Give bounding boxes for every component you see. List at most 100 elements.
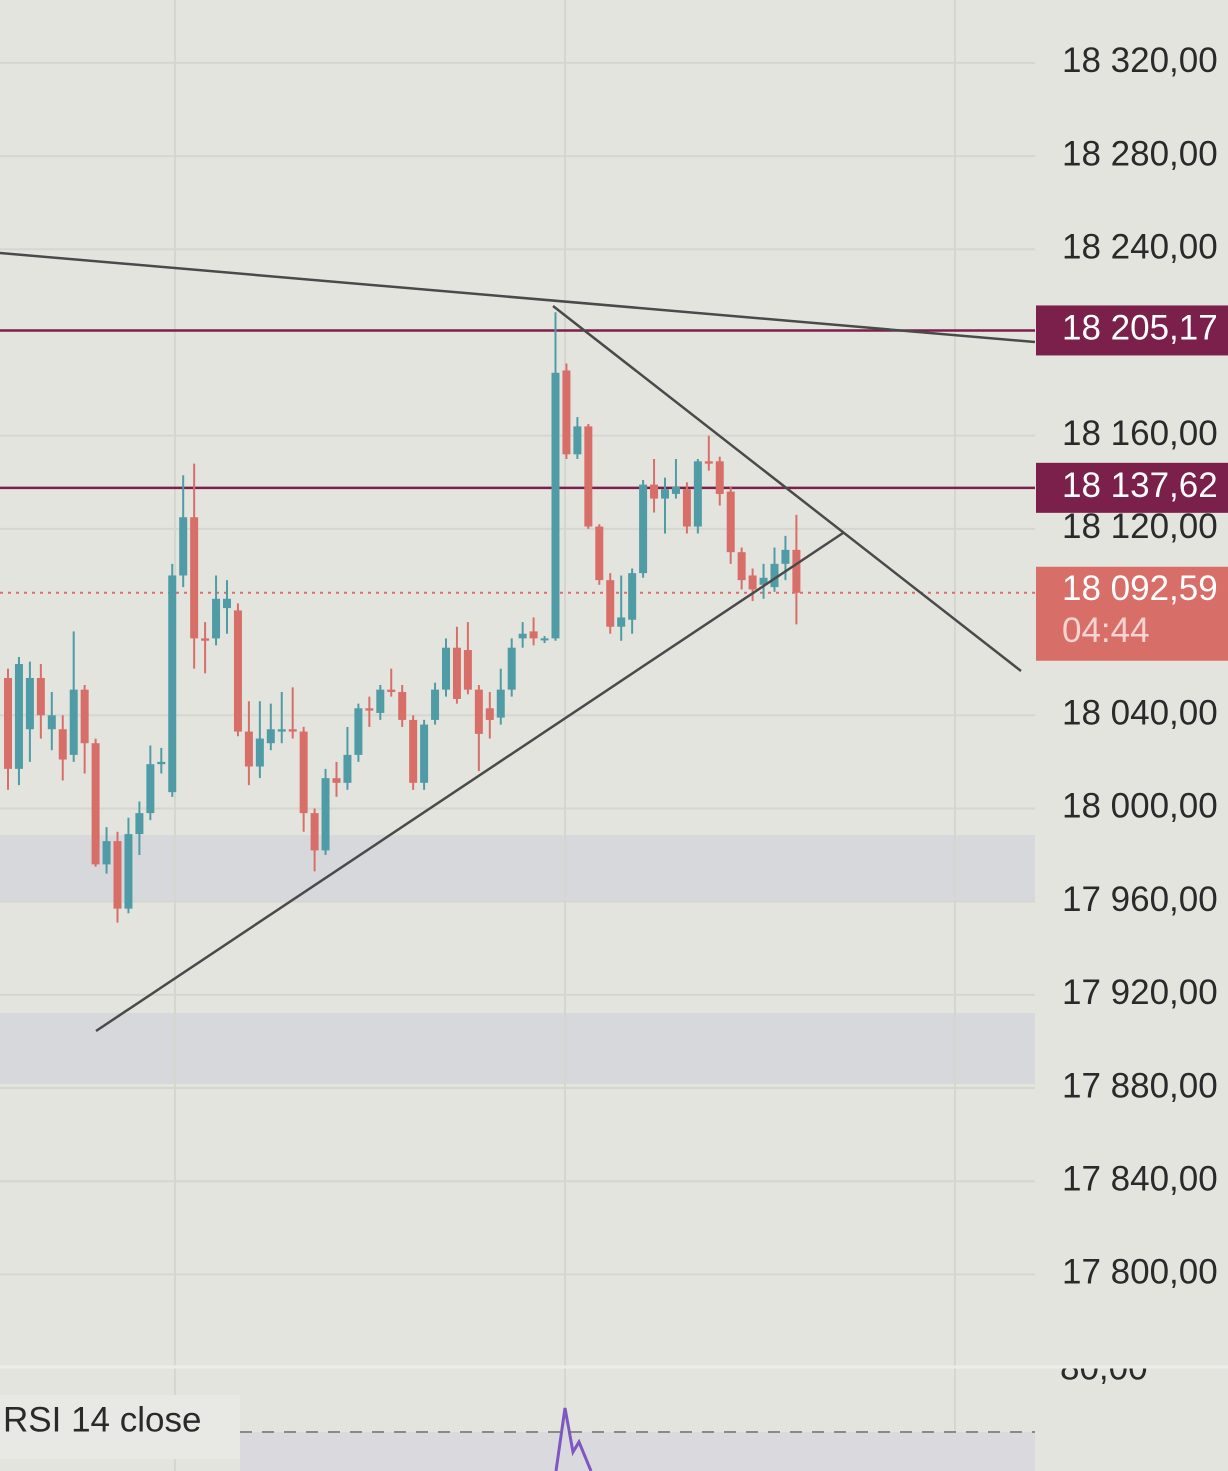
candle-body	[409, 719, 418, 783]
candle-body	[792, 549, 801, 593]
candle-body	[518, 633, 527, 639]
candle-body	[650, 484, 659, 499]
candle-body	[770, 563, 779, 588]
candle-body	[540, 638, 549, 641]
candle-body	[463, 650, 472, 690]
candle-body	[135, 813, 144, 835]
y-tick-label: 17 920,00	[1062, 973, 1218, 1012]
candle-body	[671, 486, 680, 494]
candle-body	[715, 461, 724, 494]
candle-body	[190, 517, 199, 639]
candle-body	[442, 647, 450, 690]
candle-body	[91, 743, 100, 865]
candle-body	[80, 689, 89, 744]
candle-body	[4, 677, 12, 769]
y-tick-label: 18 240,00	[1062, 228, 1218, 267]
candle-body	[573, 426, 582, 455]
candle-body	[726, 491, 735, 553]
candle-body	[398, 691, 407, 720]
candle-body	[781, 549, 790, 564]
candle-body	[617, 617, 626, 627]
y-tick-label: 18 160,00	[1062, 414, 1218, 453]
rsi-band	[240, 1432, 1035, 1471]
level-tag-label: 18 137,62	[1062, 466, 1218, 505]
last-price-tag	[1036, 566, 1228, 661]
candle-body	[496, 689, 505, 718]
candle-body	[332, 778, 341, 783]
candle-body	[529, 631, 538, 639]
candle-body	[310, 813, 319, 851]
level-tag	[1036, 305, 1228, 356]
y-tick-label: 17 880,00	[1062, 1066, 1218, 1105]
candle-body	[420, 724, 429, 783]
candle-body	[277, 729, 286, 732]
candle-body	[69, 689, 78, 755]
y-tick-label: 17 960,00	[1062, 880, 1218, 919]
candle-body	[628, 573, 637, 620]
candle-body	[168, 575, 177, 793]
candle-body	[36, 677, 45, 716]
candle-body	[507, 647, 516, 690]
candle-body	[704, 461, 713, 464]
trend-line	[0, 251, 1036, 344]
candle-body	[693, 461, 702, 527]
candle-body	[759, 577, 768, 585]
y-tick-label: 17 840,00	[1062, 1159, 1218, 1198]
candle-body	[223, 598, 231, 609]
y-tick-label: 18 040,00	[1062, 694, 1218, 733]
price-pane: 17 800,00 17 840,00 17 880,00 17 920,00 17 9…	[0, 0, 1228, 1366]
candle-body	[244, 731, 253, 767]
candle-body	[124, 834, 133, 909]
candle-body	[639, 484, 648, 574]
trend-line	[552, 305, 1022, 672]
trend-line	[95, 531, 844, 1033]
last-price-label: 18 092,59	[1062, 569, 1218, 608]
candle-body	[748, 575, 757, 590]
candle-body	[212, 598, 221, 639]
level-tag	[1036, 462, 1228, 513]
candle-body	[584, 426, 593, 527]
countdown-label: 04:44	[1062, 611, 1150, 650]
candle-body	[365, 708, 374, 711]
candle-body	[299, 731, 308, 814]
candle-body	[354, 708, 363, 755]
candle-body	[562, 370, 571, 455]
candle-body	[113, 841, 122, 909]
candle-body	[737, 552, 746, 581]
rsi-label-bg	[0, 1395, 240, 1459]
candle-body	[14, 664, 23, 769]
candle-body	[452, 647, 461, 699]
rsi-pane: RSI 14 close 80,00	[0, 1348, 1148, 1471]
y-tick-label: 18 120,00	[1062, 507, 1218, 546]
candle-body	[321, 778, 330, 851]
candle-body	[606, 580, 615, 627]
candle-body	[233, 610, 242, 732]
candle-body	[595, 526, 604, 581]
candle-body	[47, 715, 56, 730]
candle-body	[201, 638, 210, 641]
candle-body	[376, 689, 385, 713]
candle-body	[157, 761, 166, 765]
level-tag-label: 18 205,17	[1062, 309, 1218, 348]
rsi-line	[554, 1407, 593, 1471]
candle-body	[485, 708, 494, 720]
rsi-tick-label: 80,00	[1060, 1348, 1148, 1387]
y-tick-label: 17 800,00	[1062, 1253, 1218, 1292]
y-tick-label: 18 280,00	[1062, 134, 1218, 173]
y-tick-label: 18 000,00	[1062, 787, 1218, 826]
candle-body	[474, 689, 483, 734]
candle-body	[551, 372, 560, 639]
zone	[0, 835, 1035, 901]
candle-body	[25, 677, 34, 730]
y-tick-label: 18 320,00	[1062, 41, 1218, 80]
candle-body	[431, 689, 440, 720]
candle-body	[146, 764, 155, 814]
candle-body	[179, 517, 188, 576]
candle-body	[102, 841, 111, 865]
candle-body	[682, 489, 691, 527]
candle-body	[58, 729, 67, 760]
candle-body	[661, 489, 669, 499]
